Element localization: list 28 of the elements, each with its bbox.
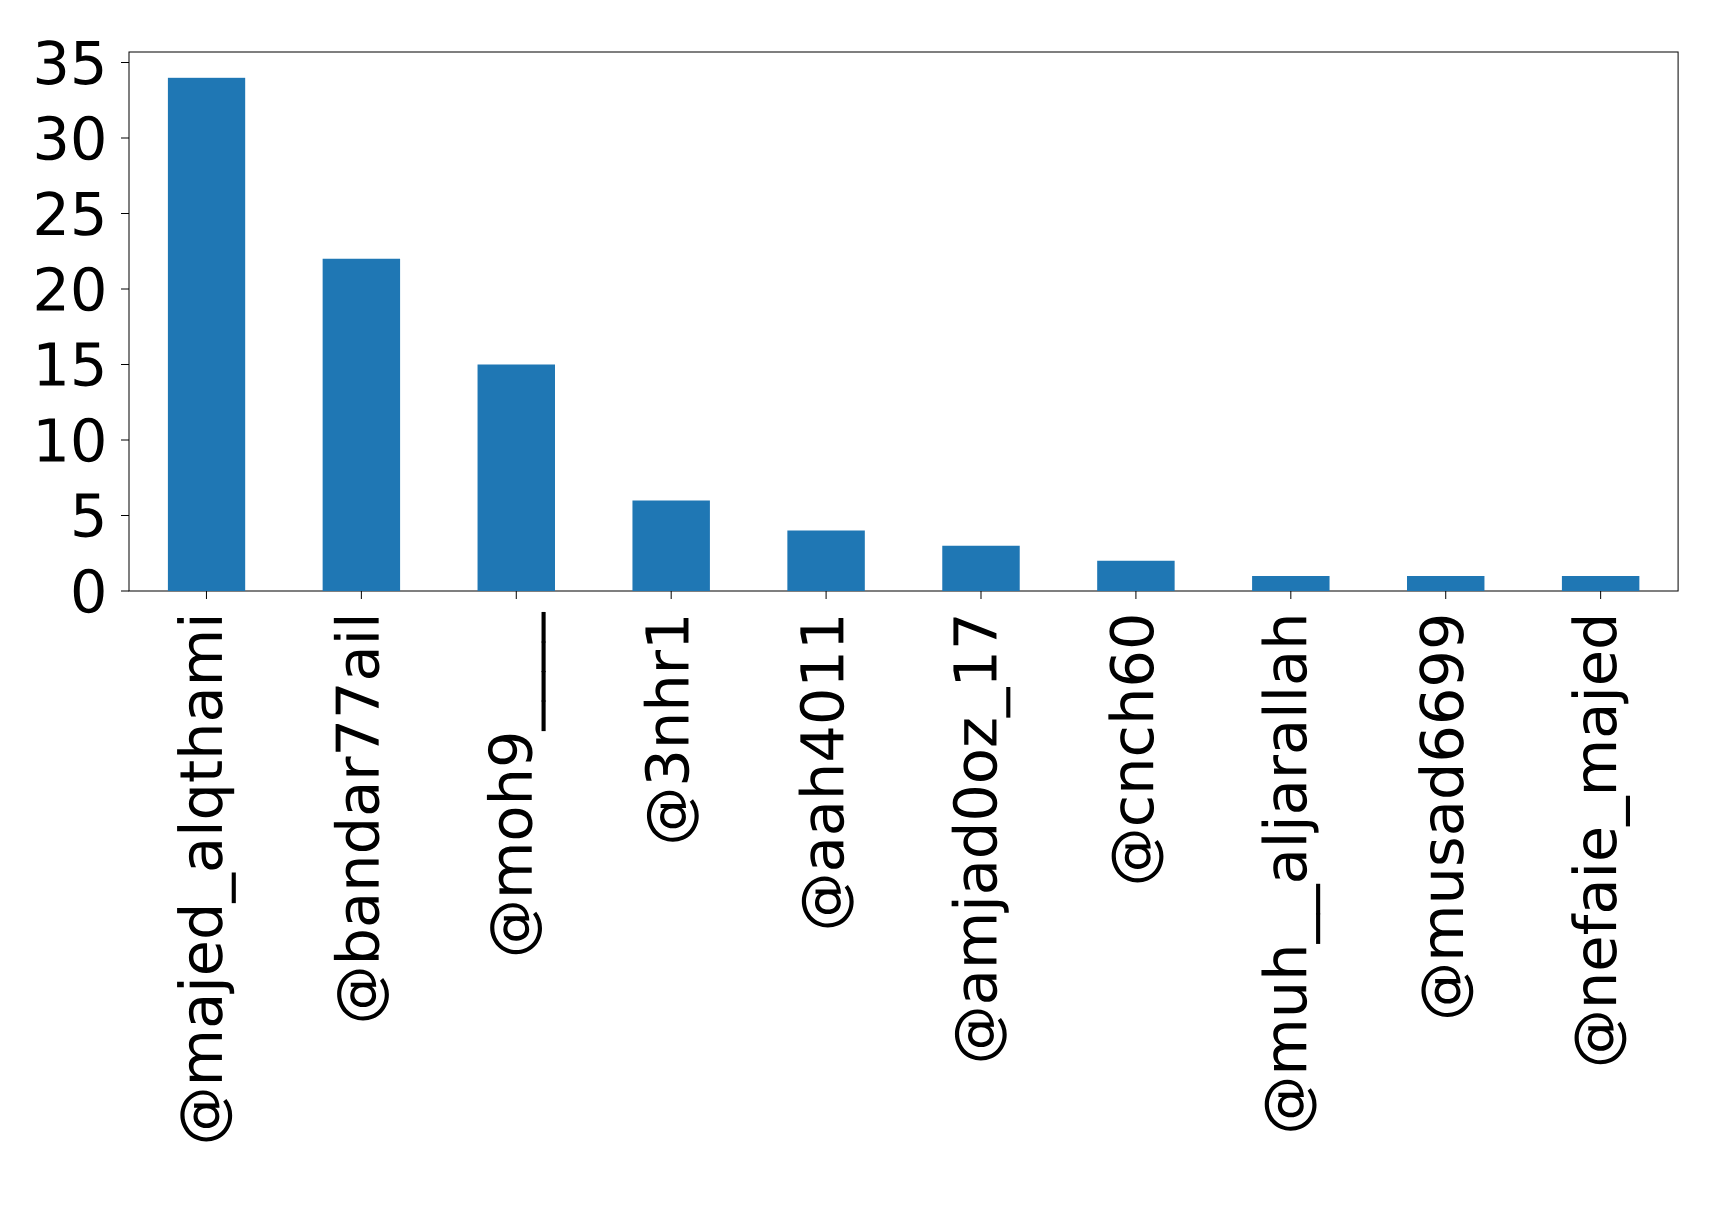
bar xyxy=(942,545,1020,591)
x-tick-label: @musad6699 xyxy=(1418,616,1474,1018)
x-tick-label: @aah4011 xyxy=(798,617,854,928)
x-tick-label: @cnch60 xyxy=(1108,616,1164,883)
x-tick-label: @moh9____ xyxy=(486,611,546,955)
bar xyxy=(477,364,555,591)
y-tick-label: 10 xyxy=(38,417,104,463)
bar xyxy=(632,500,710,591)
bar xyxy=(1097,560,1175,591)
y-tick-label: 30 xyxy=(36,115,104,161)
y-tick-label: 0 xyxy=(73,568,104,614)
x-tick-label: @nefaie_majed xyxy=(1571,617,1630,1065)
bar xyxy=(787,530,865,591)
x-tick-label: @muh__aljarallah xyxy=(1261,617,1321,1131)
x-tick-label: @3nhr1 xyxy=(643,617,699,842)
bar xyxy=(167,77,246,591)
bar xyxy=(1561,575,1640,591)
bar xyxy=(322,258,401,591)
y-tick-label: 35 xyxy=(36,40,103,85)
x-tick-label: @bandar77ail xyxy=(333,618,389,1021)
y-tick-label: 25 xyxy=(36,191,103,236)
y-tick-label: 15 xyxy=(38,342,103,387)
y-tick-label: 5 xyxy=(74,493,103,538)
bar xyxy=(1252,575,1330,591)
y-tick-label: 20 xyxy=(36,266,104,312)
x-tick-label: @amjad0oz_17 xyxy=(951,617,1011,1061)
bar xyxy=(1407,575,1485,591)
x-tick-label: @majed_alqthami xyxy=(177,618,236,1142)
